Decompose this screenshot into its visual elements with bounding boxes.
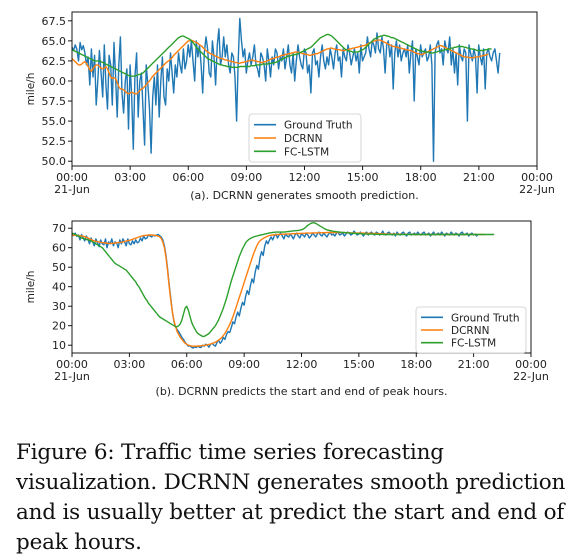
legend-label: FC-LSTM xyxy=(451,338,496,350)
y-tick-label: 40 xyxy=(52,281,66,294)
y-tick-label: 60.0 xyxy=(42,75,67,88)
x-tick-date-start: 21-Jun xyxy=(54,183,90,196)
legend-label: FC-LSTM xyxy=(284,146,329,158)
series-line-fc-lstm xyxy=(71,33,492,77)
subplot-caption: (b). DCRNN predicts the start and end of… xyxy=(156,385,448,398)
x-tick-label: 15:00 xyxy=(347,171,379,184)
x-tick-label: 00:00 xyxy=(56,358,88,371)
y-tick-label: 65.0 xyxy=(42,35,67,48)
x-tick-label: 18:00 xyxy=(405,171,437,184)
x-tick-date-end: 22-Jun xyxy=(519,183,555,196)
x-tick-label: 12:00 xyxy=(289,171,321,184)
y-tick-label: 62.5 xyxy=(42,55,67,68)
y-tick-label: 70 xyxy=(52,222,66,235)
x-tick-label: 18:00 xyxy=(400,358,432,371)
x-tick-label: 09:00 xyxy=(228,358,260,371)
x-tick-label: 00:00 xyxy=(521,171,553,184)
x-tick-date-end: 22-Jun xyxy=(513,370,549,383)
figure: 50.0 52.5 55.0 57.5 60.0 62.5 65.0 67.5 00:00 03:… xyxy=(25,11,555,398)
x-tick-label: 03:00 xyxy=(114,171,146,184)
figure-caption: Figure 6: Traffic time series forecastin… xyxy=(16,440,566,555)
x-tick-label: 21:00 xyxy=(463,171,495,184)
chart-b-peak-hours: 10 20 30 40 50 60 70 00:00 03:00 06:00 09:00 12:00 1… xyxy=(25,220,549,398)
y-axis-label: mile/h xyxy=(25,73,37,106)
y-tick-label: 30 xyxy=(52,300,66,313)
x-tick-label: 15:00 xyxy=(343,358,375,371)
y-tick-label: 67.5 xyxy=(42,15,67,28)
y-tick-label: 57.5 xyxy=(42,95,67,108)
legend-label: DCRNN xyxy=(451,325,489,337)
y-tick-label: 20 xyxy=(52,320,66,333)
subplot-caption: (a). DCRNN generates smooth prediction. xyxy=(190,189,419,202)
y-tick-label: 50 xyxy=(52,261,66,274)
legend-label: Ground Truth xyxy=(284,120,353,132)
series-line-dcrnn xyxy=(71,39,489,95)
series-line-fc-lstm xyxy=(71,222,495,338)
series-line-ground-truth xyxy=(71,17,501,162)
legend-box xyxy=(415,306,527,354)
y-tick-label: 10 xyxy=(52,339,66,352)
legend-label: Ground Truth xyxy=(451,312,520,324)
x-tick-label: 03:00 xyxy=(114,358,146,371)
x-tick-label: 12:00 xyxy=(286,358,318,371)
x-tick-label: 00:00 xyxy=(515,358,547,371)
y-tick-label: 52.5 xyxy=(42,135,67,148)
y-tick-label: 60 xyxy=(52,242,66,255)
x-tick-label: 21:00 xyxy=(458,358,490,371)
y-tick-label: 50.0 xyxy=(42,155,67,168)
legend-box xyxy=(248,113,362,163)
x-tick-date-start: 21-Jun xyxy=(54,370,90,383)
x-tick-label: 06:00 xyxy=(171,358,203,371)
x-tick-label: 09:00 xyxy=(231,171,263,184)
y-axis-label: mile/h xyxy=(25,271,37,304)
x-tick-label: 06:00 xyxy=(172,171,204,184)
legend-label: DCRNN xyxy=(284,133,322,145)
y-tick-label: 55.0 xyxy=(42,115,67,128)
x-tick-label: 00:00 xyxy=(56,171,88,184)
chart-a-smooth-prediction: 50.0 52.5 55.0 57.5 60.0 62.5 65.0 67.5 00:00 03:… xyxy=(25,11,555,202)
